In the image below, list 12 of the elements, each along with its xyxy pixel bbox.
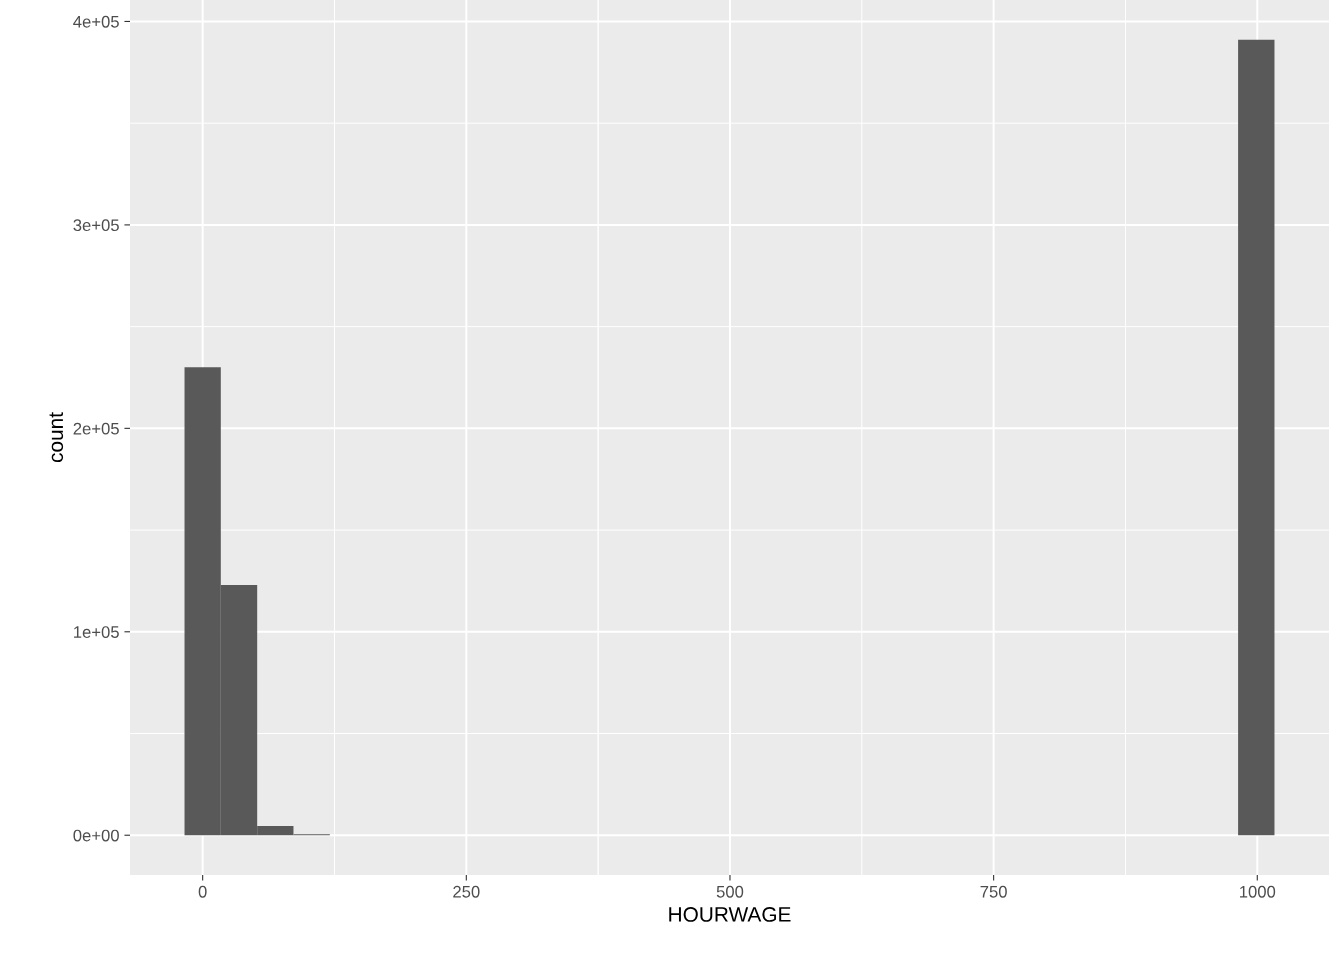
y-tick-label: 1e+05 <box>74 626 119 638</box>
y-tick-label: 2e+05 <box>73 422 119 435</box>
y-axis-title: count <box>49 412 64 463</box>
y-tick-label: 3e+05 <box>73 219 119 232</box>
x-tick-label: 750 <box>980 885 1007 898</box>
x-tick-label: 0 <box>198 885 207 898</box>
y-tick-label: 0e+00 <box>73 829 119 842</box>
x-tick-label: 1000 <box>1240 885 1276 898</box>
y-tick-label: 4e+05 <box>73 15 119 28</box>
x-axis-title: HOURWAGE <box>669 907 791 922</box>
x-tick-label: 500 <box>716 885 744 898</box>
x-tick-label: 250 <box>453 885 480 898</box>
